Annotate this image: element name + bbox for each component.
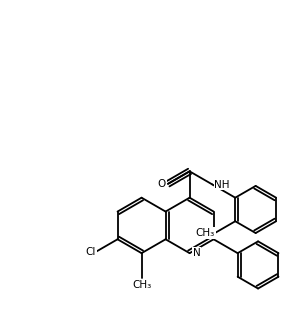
Text: NH: NH bbox=[214, 180, 230, 190]
Text: O: O bbox=[158, 179, 166, 189]
Text: CH₃: CH₃ bbox=[196, 228, 215, 238]
Text: Cl: Cl bbox=[86, 247, 96, 257]
Text: CH₃: CH₃ bbox=[132, 280, 151, 290]
Text: N: N bbox=[193, 248, 200, 258]
